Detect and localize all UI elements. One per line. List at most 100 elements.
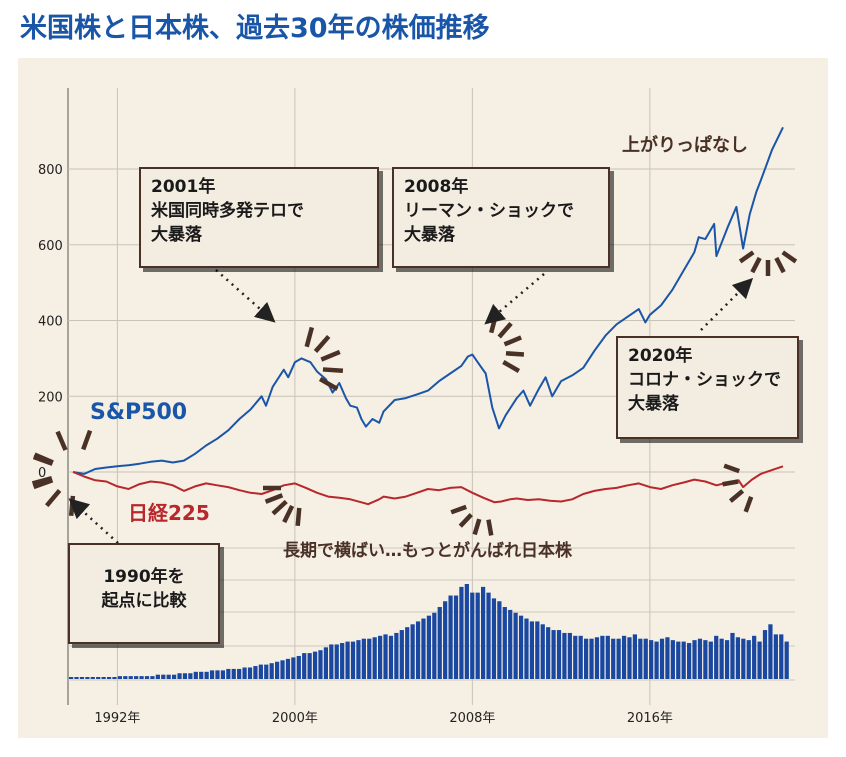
volume-bar xyxy=(421,618,426,679)
volume-bar xyxy=(632,634,638,679)
volume-bar xyxy=(177,673,182,679)
volume-bar xyxy=(215,670,220,679)
volume-bar xyxy=(144,676,150,679)
volume-bar xyxy=(681,641,686,679)
volume-bar xyxy=(161,674,166,679)
volume-bar xyxy=(692,640,697,679)
volume-bar xyxy=(318,650,323,679)
volume-bar xyxy=(296,655,301,679)
volume-bar xyxy=(432,612,437,679)
volume-bar xyxy=(361,638,366,679)
burst-mark-1990-bottom xyxy=(68,495,76,517)
volume-bar xyxy=(128,676,133,679)
volume-bar xyxy=(220,670,226,679)
volume-bar xyxy=(323,647,329,679)
volume-bar xyxy=(172,674,177,679)
volume-bar xyxy=(470,592,475,679)
series-lines xyxy=(72,126,784,506)
burst-mark-nikkei-2001 xyxy=(295,507,302,527)
burst-mark-nikkei-2008 xyxy=(486,519,494,536)
burst-mark-1990-top xyxy=(55,430,68,451)
volume-bar xyxy=(340,643,345,679)
burst-mark-nikkei-2001 xyxy=(264,493,284,504)
burst-mark-2008 xyxy=(503,335,522,347)
volume-bar xyxy=(101,677,106,679)
callout-2008: 2008年 リーマン・ショックで 大暴落 xyxy=(392,167,610,268)
burst-mark-1990-bottom xyxy=(44,488,62,508)
volume-bar xyxy=(383,634,388,679)
volume-bar xyxy=(486,592,491,679)
volume-bar xyxy=(497,601,502,679)
volume-bar xyxy=(605,635,610,679)
volume-bar xyxy=(719,638,724,679)
volume-bar xyxy=(627,637,632,679)
volume-bar xyxy=(654,641,659,679)
burst-mark-2008 xyxy=(489,314,499,334)
volume-bar xyxy=(687,643,692,679)
volume-bar xyxy=(589,638,594,679)
volume-bar xyxy=(96,677,101,679)
volume-bar xyxy=(643,638,648,679)
volume-bar xyxy=(773,634,778,679)
burst-mark-2020 xyxy=(750,256,762,274)
volume-bar xyxy=(378,635,383,679)
volume-bar xyxy=(551,630,556,679)
callout-2008-line3: 大暴落 xyxy=(404,225,455,245)
burst-mark-2020 xyxy=(781,250,798,264)
volume-bar xyxy=(285,658,291,679)
volume-bar xyxy=(697,638,703,679)
volume-bar xyxy=(584,638,589,679)
burst-mark-2008 xyxy=(505,351,525,357)
volume-bar xyxy=(513,612,518,679)
burst-mark-2001 xyxy=(313,334,331,353)
volume-bar xyxy=(209,670,215,679)
burst-mark-nikkei-2020 xyxy=(722,479,739,487)
volume-bar xyxy=(529,621,535,679)
volume-bar xyxy=(464,584,469,679)
volume-bar xyxy=(188,673,193,679)
burst-mark-nikkei-2008 xyxy=(458,513,473,528)
volume-bar xyxy=(508,609,513,679)
volume-bar xyxy=(594,637,600,679)
arrow-1990 xyxy=(68,498,119,544)
x-tick-label: 2016年 xyxy=(627,711,673,726)
sp500-line xyxy=(72,126,784,475)
burst-mark-2001 xyxy=(320,349,341,362)
volume-bar xyxy=(193,671,198,679)
burst-mark-nikkei-2001 xyxy=(271,499,288,516)
volume-bar xyxy=(638,638,643,679)
volume-bar xyxy=(741,638,746,679)
volume-bar xyxy=(649,640,654,679)
volume-bar xyxy=(714,635,719,679)
volume-bar xyxy=(356,640,361,679)
volume-bar xyxy=(670,640,675,679)
volume-bar xyxy=(757,641,762,679)
burst-mark-nikkei-2008 xyxy=(450,504,467,515)
axis-ticks: 0 200 400 600 800 1992年 2000年 2008年 2016年 xyxy=(38,163,673,726)
burst-mark-2008 xyxy=(497,321,513,339)
burst-mark-2008 xyxy=(502,360,521,373)
volume-bar xyxy=(443,601,448,679)
burst-mark-2020 xyxy=(738,250,755,264)
burst-mark-1990-bottom xyxy=(31,476,53,486)
volume-bar xyxy=(426,615,432,679)
callout-2001-line1: 2001年 xyxy=(151,177,216,197)
volume-bar xyxy=(237,668,242,679)
volume-bar xyxy=(453,595,459,679)
volume-bar xyxy=(573,635,578,679)
volume-bar xyxy=(481,586,486,679)
volume-bar xyxy=(621,635,627,679)
burst-mark-2001 xyxy=(304,326,315,348)
y-tick-label: 600 xyxy=(38,239,63,254)
volume-bar xyxy=(779,634,784,679)
callout-2001-line3: 大暴落 xyxy=(151,225,202,245)
volume-bar xyxy=(90,677,95,679)
callout-2020-line2: コロナ・ショックで xyxy=(628,370,781,390)
volume-bar xyxy=(448,595,453,679)
volume-bar xyxy=(166,674,171,679)
volume-bar xyxy=(735,637,741,679)
callout-2020: 2020年 コロナ・ショックで 大暴落 xyxy=(616,336,799,439)
volume-bar xyxy=(204,671,209,679)
callout-2020-line1: 2020年 xyxy=(628,346,693,366)
x-tick-label: 1992年 xyxy=(94,711,140,726)
